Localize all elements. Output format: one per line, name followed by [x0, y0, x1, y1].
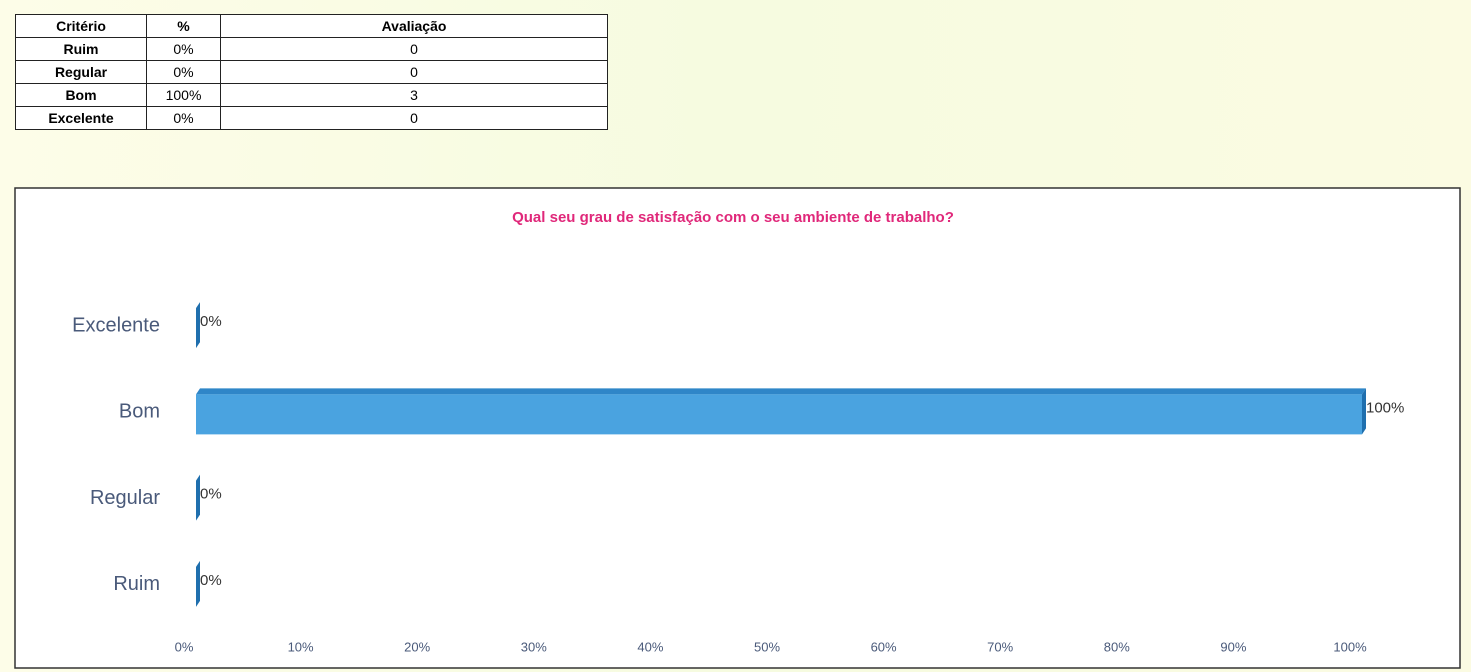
- chart-title: Qual seu grau de satisfação com o seu am…: [512, 209, 954, 226]
- cell: 0%: [146, 60, 221, 84]
- x-tick-label: 0%: [175, 639, 194, 654]
- header-cell: Critério: [15, 14, 147, 38]
- y-tick-label: Bom: [119, 401, 160, 423]
- x-tick-label: 50%: [754, 639, 780, 654]
- y-tick-label: Regular: [90, 487, 160, 509]
- bar-top: [196, 388, 1366, 395]
- x-tick-label: 60%: [871, 639, 897, 654]
- x-tick-label: 10%: [288, 639, 314, 654]
- x-tick-label: 90%: [1220, 639, 1246, 654]
- data-table: Critério % Avaliação Ruim 0% 0 Regular 0% 0 …: [15, 14, 608, 130]
- value-label: 0%: [200, 313, 222, 330]
- y-tick-label: Excelente: [72, 314, 160, 336]
- value-label: 0%: [200, 572, 222, 589]
- bar-end: [196, 560, 200, 607]
- x-tick-label: 80%: [1104, 639, 1130, 654]
- cell: 0: [220, 37, 608, 61]
- x-tick-label: 100%: [1333, 639, 1367, 654]
- bar-end: [196, 474, 200, 521]
- value-label: 0%: [200, 486, 222, 503]
- cell: Excelente: [15, 106, 147, 130]
- value-label: 100%: [1366, 399, 1404, 416]
- bar: [196, 394, 1362, 435]
- y-tick-label: Ruim: [113, 573, 160, 595]
- x-tick-label: 30%: [521, 639, 547, 654]
- header-cell: %: [146, 14, 221, 38]
- cell: Regular: [15, 60, 147, 84]
- cell: 0: [220, 106, 608, 130]
- bar-end: [196, 302, 200, 349]
- bar-end: [1362, 388, 1366, 435]
- table-row: Bom 100% 3: [15, 83, 608, 107]
- x-tick-label: 20%: [404, 639, 430, 654]
- cell: 3: [220, 83, 608, 107]
- x-tick-label: 40%: [637, 639, 663, 654]
- table-row: Excelente 0% 0: [15, 106, 608, 130]
- header-cell: Avaliação: [220, 14, 608, 38]
- cell: 0%: [146, 37, 221, 61]
- x-tick-label: 70%: [987, 639, 1013, 654]
- table-header: Critério % Avaliação: [15, 14, 608, 38]
- cell: Bom: [15, 83, 147, 107]
- cell: 0%: [146, 106, 221, 130]
